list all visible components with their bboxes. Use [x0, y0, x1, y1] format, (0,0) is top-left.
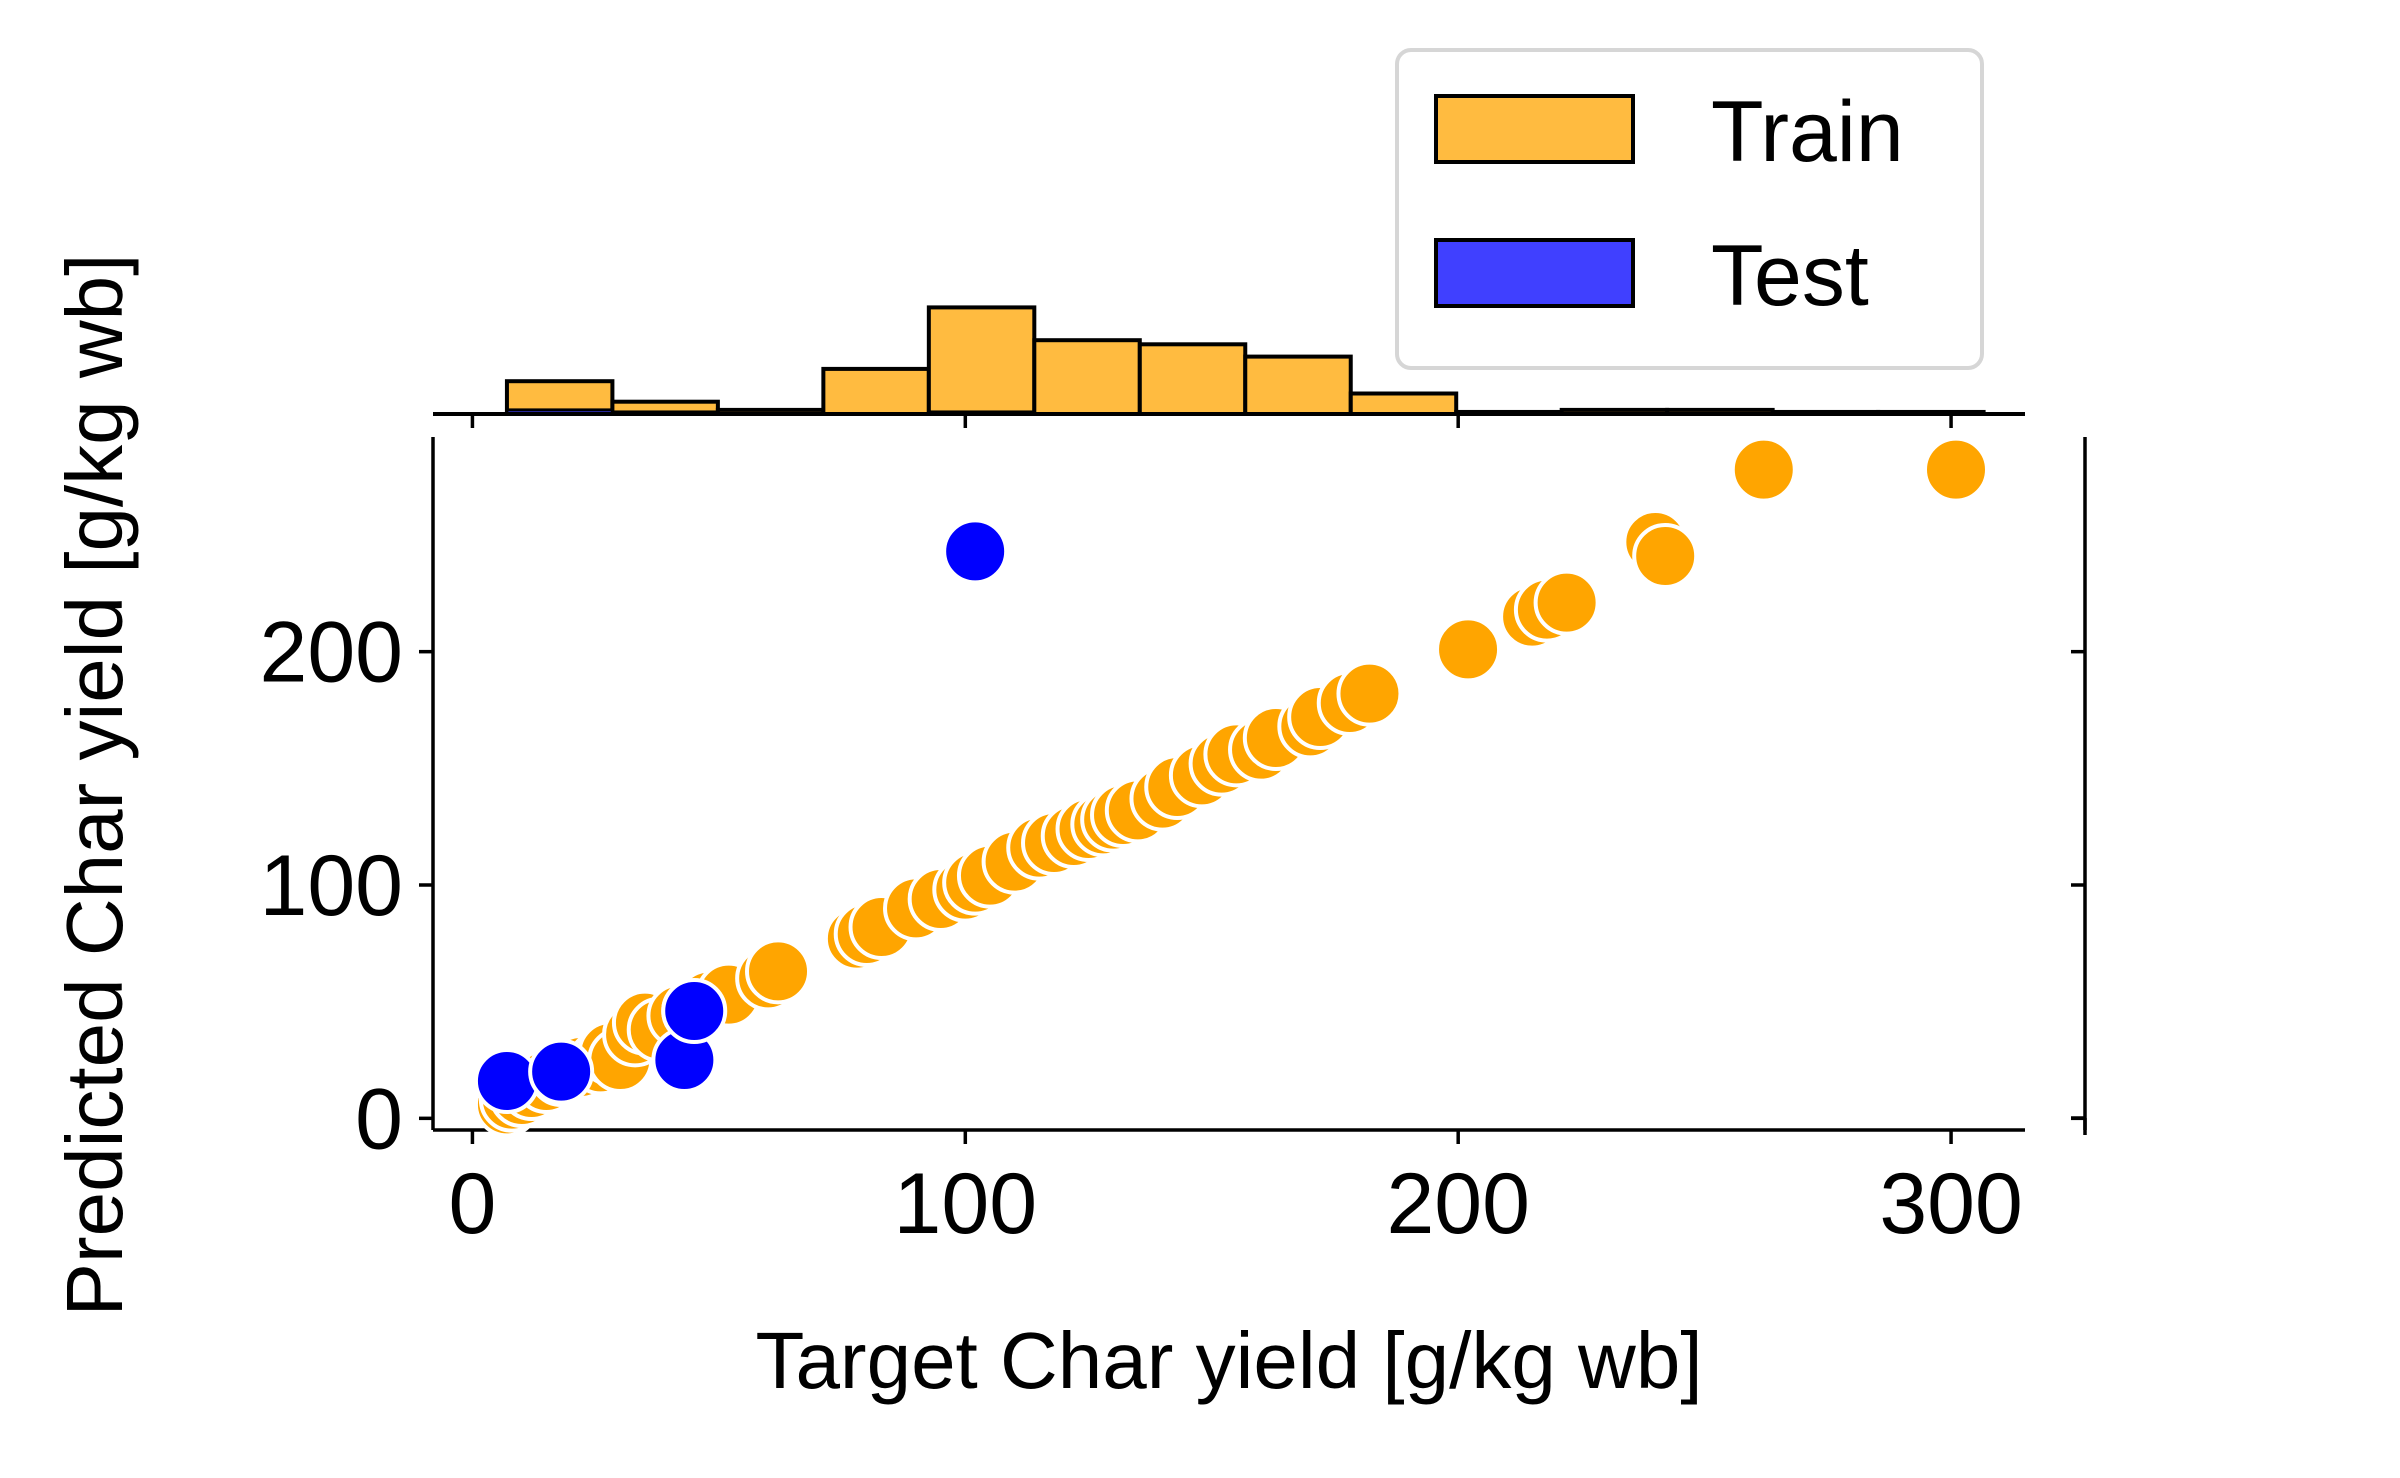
data-point-test [528, 1038, 595, 1105]
legend-label-test: Test [1711, 228, 1869, 324]
histogram-bar-train [926, 305, 1037, 416]
y-axis-label: Predicted Char yield [g/kg wb] [50, 254, 139, 1317]
y-tick-label: 100 [260, 838, 404, 934]
histogram-bar-train [1243, 354, 1353, 417]
data-point-train [1336, 660, 1403, 727]
axes-frame [431, 437, 2087, 1132]
scatter-points [473, 436, 1989, 1138]
x-tick-label: 200 [1386, 1156, 1530, 1252]
y-tick-label: 0 [355, 1071, 403, 1167]
data-point-train [1533, 569, 1600, 636]
data-point-train [1730, 436, 1797, 503]
data-point-train [1632, 523, 1699, 589]
histogram-bar-train [1137, 342, 1248, 416]
histogram-bar-train [821, 366, 931, 416]
legend-swatch-test [1434, 238, 1635, 308]
legend-swatch-train [1434, 94, 1635, 164]
data-point-test [942, 518, 1009, 585]
data-point-test [473, 1048, 540, 1114]
x-tick-label: 100 [894, 1156, 1038, 1252]
histogram-bar-train [1032, 338, 1142, 417]
x-tick-label: 0 [449, 1156, 497, 1252]
x-tick-label: 300 [1879, 1156, 2023, 1252]
data-point-train [1435, 616, 1502, 683]
x-axis-label: Target Char yield [g/kg wb] [755, 1316, 1702, 1405]
data-point-test [661, 978, 728, 1044]
y-tick-label: 200 [260, 605, 404, 701]
data-point-train [1922, 436, 1989, 503]
histogram-bar-train [1348, 391, 1459, 416]
data-point-train [745, 938, 812, 1005]
ticks: 0 100 200 300 0 100 200 [260, 414, 2087, 1252]
legend: Train Test [1395, 48, 1984, 370]
legend-label-train: Train [1711, 84, 1904, 180]
